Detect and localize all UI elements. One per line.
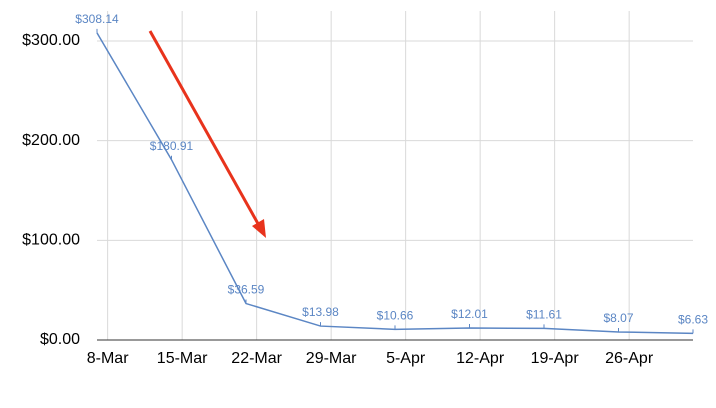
data-label: $308.14 <box>75 12 119 26</box>
data-label: $12.01 <box>451 307 488 321</box>
x-tick-label: 22-Mar <box>231 350 282 367</box>
x-tick-label: 26-Apr <box>605 350 654 367</box>
arrow-shaft <box>148 30 263 230</box>
x-tick-label: 19-Apr <box>531 350 580 367</box>
grid: $0.00 $100.00 $200.00 $300.00 8-Mar 15-Mar 22-… <box>22 11 693 367</box>
data-label: $13.98 <box>302 305 339 319</box>
arrow-head <box>252 219 266 238</box>
x-tick-label: 12-Apr <box>456 350 505 367</box>
y-tick-label: $200.00 <box>22 132 80 149</box>
series-line <box>96 32 694 335</box>
y-tick-label: $100.00 <box>22 232 80 249</box>
x-tick-label: 5-Apr <box>386 350 426 367</box>
data-label: $11.61 <box>526 308 562 322</box>
plot: $308.14 $180.91 $36.59 $13.98 $10.66 $12.01 $1… <box>75 12 708 335</box>
data-label: $6.63 <box>678 313 708 327</box>
y-tick-label: $300.00 <box>22 32 80 49</box>
x-tick-label: 29-Mar <box>306 350 357 367</box>
x-tick-label: 8-Mar <box>87 350 129 367</box>
data-label: $36.59 <box>228 283 265 297</box>
data-label: $10.66 <box>377 309 414 323</box>
data-label: $8.07 <box>603 311 633 325</box>
data-label: $180.91 <box>150 139 194 153</box>
annotation-arrow <box>148 30 266 238</box>
y-tick-label: $0.00 <box>40 331 80 348</box>
x-tick-label: 15-Mar <box>157 350 208 367</box>
